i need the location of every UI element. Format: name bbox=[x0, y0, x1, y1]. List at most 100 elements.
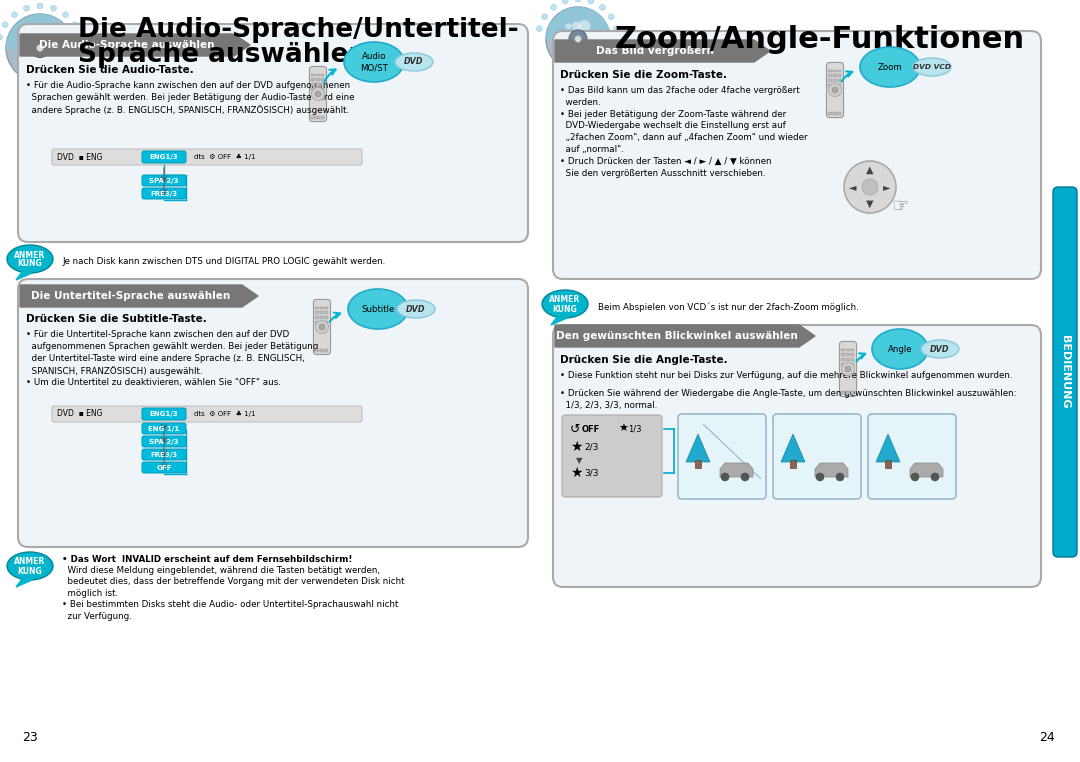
Text: Audio
MO/ST: Audio MO/ST bbox=[360, 52, 388, 72]
Text: KUNG: KUNG bbox=[17, 566, 42, 575]
Text: • Diese Funktion steht nur bei Disks zur Verfügung, auf die mehrere Blickwinkel : • Diese Funktion steht nur bei Disks zur… bbox=[561, 371, 1013, 380]
Polygon shape bbox=[910, 463, 943, 477]
Circle shape bbox=[320, 324, 325, 330]
Bar bbox=[311, 83, 314, 86]
Ellipse shape bbox=[872, 329, 928, 369]
Bar bbox=[828, 69, 832, 72]
Bar bbox=[851, 348, 854, 351]
Bar bbox=[851, 363, 854, 366]
Circle shape bbox=[30, 38, 50, 57]
Circle shape bbox=[315, 320, 328, 334]
Circle shape bbox=[33, 30, 42, 39]
Text: ★: ★ bbox=[618, 424, 627, 434]
Ellipse shape bbox=[395, 53, 433, 71]
Circle shape bbox=[721, 473, 729, 481]
Bar bbox=[315, 312, 319, 314]
Text: Drücken Sie die Zoom-Taste.: Drücken Sie die Zoom-Taste. bbox=[561, 70, 727, 80]
Bar bbox=[315, 349, 319, 351]
Text: ★: ★ bbox=[570, 466, 582, 480]
Text: SPA 2/3: SPA 2/3 bbox=[149, 439, 179, 445]
Polygon shape bbox=[876, 434, 900, 462]
FancyBboxPatch shape bbox=[310, 66, 326, 122]
Text: DVD: DVD bbox=[404, 57, 423, 66]
Text: KUNG: KUNG bbox=[17, 260, 42, 268]
Bar bbox=[847, 358, 850, 361]
Ellipse shape bbox=[348, 289, 408, 329]
Text: Drücken Sie die Audio-Taste.: Drücken Sie die Audio-Taste. bbox=[26, 65, 193, 75]
Text: 1/3: 1/3 bbox=[627, 424, 642, 434]
Bar bbox=[321, 83, 324, 86]
Text: Subtitle: Subtitle bbox=[362, 305, 394, 313]
Bar bbox=[841, 348, 845, 351]
Text: dts  ⚙ OFF  ♣ 1/1: dts ⚙ OFF ♣ 1/1 bbox=[194, 411, 256, 417]
Text: 23: 23 bbox=[22, 731, 38, 744]
Circle shape bbox=[78, 34, 83, 40]
Bar bbox=[315, 321, 319, 324]
Text: Zoom/Angle-Funktionen: Zoom/Angle-Funktionen bbox=[615, 24, 1025, 53]
Bar bbox=[833, 75, 837, 77]
Circle shape bbox=[741, 473, 750, 481]
Text: KUNG: KUNG bbox=[553, 305, 578, 313]
Circle shape bbox=[0, 34, 2, 40]
Circle shape bbox=[608, 14, 615, 20]
Bar bbox=[838, 84, 841, 87]
Bar bbox=[833, 112, 837, 114]
Circle shape bbox=[37, 45, 43, 51]
Circle shape bbox=[6, 14, 75, 82]
Circle shape bbox=[51, 5, 56, 11]
Bar bbox=[838, 79, 841, 82]
FancyBboxPatch shape bbox=[52, 406, 362, 422]
Ellipse shape bbox=[913, 58, 951, 76]
Bar bbox=[315, 316, 319, 319]
Bar bbox=[321, 78, 324, 82]
Bar bbox=[847, 348, 850, 351]
Text: ↺: ↺ bbox=[570, 422, 581, 436]
FancyBboxPatch shape bbox=[562, 415, 662, 497]
Bar bbox=[316, 116, 320, 119]
Text: Sprache auswählen: Sprache auswählen bbox=[78, 42, 367, 68]
Ellipse shape bbox=[6, 552, 53, 580]
Text: DVD  ▪ ENG: DVD ▪ ENG bbox=[57, 152, 103, 162]
Circle shape bbox=[27, 31, 32, 37]
Text: DVD: DVD bbox=[930, 344, 949, 354]
Ellipse shape bbox=[6, 245, 53, 273]
Circle shape bbox=[575, 36, 581, 42]
Polygon shape bbox=[781, 434, 805, 462]
Text: ▼: ▼ bbox=[866, 199, 874, 209]
Text: Die Audio-Sprache auswählen: Die Audio-Sprache auswählen bbox=[39, 40, 215, 50]
Circle shape bbox=[63, 11, 68, 18]
Text: OFF: OFF bbox=[582, 424, 600, 434]
Text: dts  ⚙ OFF  ♣ 1/1: dts ⚙ OFF ♣ 1/1 bbox=[194, 154, 256, 160]
Text: FRE3/3: FRE3/3 bbox=[150, 191, 177, 197]
Circle shape bbox=[599, 5, 606, 10]
Bar bbox=[828, 112, 832, 114]
Text: ENG1/3: ENG1/3 bbox=[150, 154, 178, 160]
Text: Drücken Sie die Angle-Taste.: Drücken Sie die Angle-Taste. bbox=[561, 355, 728, 365]
Text: ►: ► bbox=[883, 182, 891, 192]
Text: ▼: ▼ bbox=[576, 456, 582, 466]
Bar bbox=[696, 460, 701, 468]
Circle shape bbox=[542, 14, 548, 20]
Bar bbox=[321, 74, 324, 76]
Text: • Für die Audio-Sprache kann zwischen den auf der DVD aufgenommenen
  Sprachen g: • Für die Audio-Sprache kann zwischen de… bbox=[26, 81, 354, 115]
Text: ★: ★ bbox=[570, 440, 582, 454]
Circle shape bbox=[563, 0, 568, 4]
Polygon shape bbox=[16, 579, 32, 587]
Bar bbox=[833, 69, 837, 72]
Bar bbox=[325, 316, 328, 319]
FancyBboxPatch shape bbox=[18, 24, 528, 242]
Circle shape bbox=[24, 5, 29, 11]
Circle shape bbox=[311, 88, 325, 101]
Text: • Das Bild kann um das 2fache oder 4fache vergrößert
  werden.
• Bei jeder Betät: • Das Bild kann um das 2fache oder 4fach… bbox=[561, 86, 808, 178]
Bar bbox=[847, 391, 850, 393]
Bar bbox=[833, 84, 837, 87]
Bar bbox=[838, 112, 841, 114]
FancyBboxPatch shape bbox=[141, 175, 186, 186]
Circle shape bbox=[2, 21, 8, 27]
Text: • Das Wort  INVALID erscheint auf dem Fernsehbildschirm!: • Das Wort INVALID erscheint auf dem Fer… bbox=[62, 555, 352, 564]
Bar bbox=[316, 88, 320, 91]
Circle shape bbox=[843, 161, 896, 213]
Text: DVD  ▪ ENG: DVD ▪ ENG bbox=[57, 409, 103, 418]
Circle shape bbox=[72, 21, 78, 27]
Bar bbox=[851, 391, 854, 393]
